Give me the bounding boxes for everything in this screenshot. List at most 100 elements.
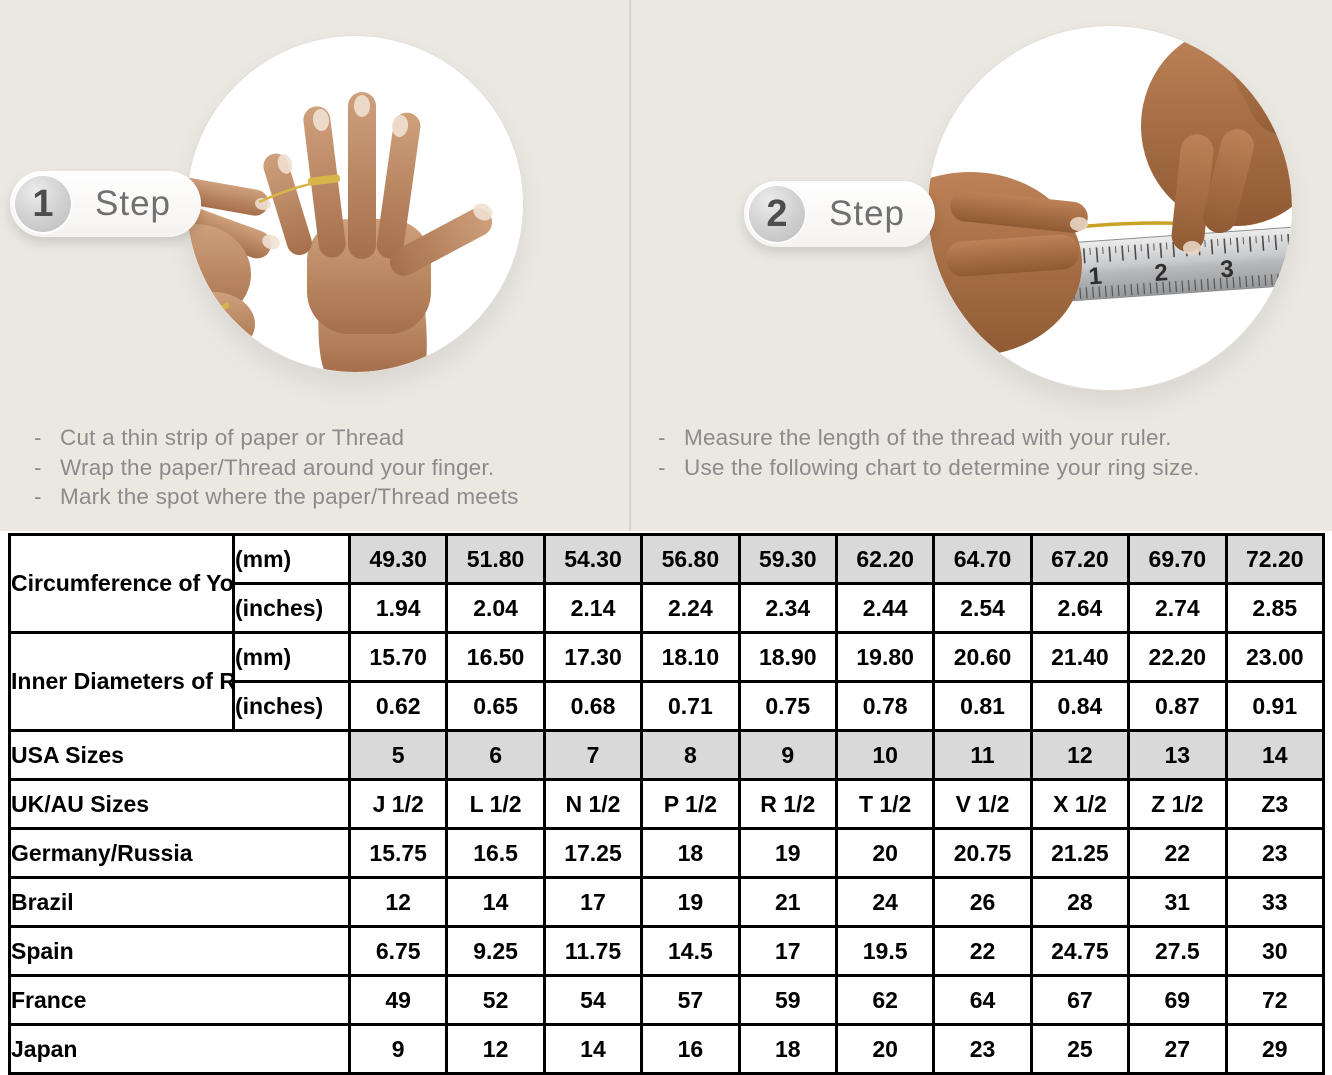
row-label-brazil: Brazil xyxy=(8,876,351,928)
brazil-size-cell: 31 xyxy=(1127,876,1228,928)
usa-size-cell: 5 xyxy=(347,729,449,781)
ukau-size-cell: J 1/2 xyxy=(347,778,449,830)
diameter-mm-cell: 18.90 xyxy=(737,631,838,683)
table-row-diameter-mm: Inner Diameters of Rings (mm) 15.7016.50… xyxy=(8,631,1326,732)
usa-size-cell: 14 xyxy=(1224,729,1326,781)
ukau-size-cell: V 1/2 xyxy=(932,778,1033,830)
spain-size-cell: 27.5 xyxy=(1127,925,1228,977)
japan-size-cell: 25 xyxy=(1029,1023,1131,1075)
usa-size-cell: 10 xyxy=(834,729,936,781)
spain-size-cell: 9.25 xyxy=(445,925,546,977)
circumference-mm-cell: 62.20 xyxy=(834,533,936,585)
table-row-circumference-mm: Circumference of Your Finger (mm) 49.305… xyxy=(8,533,1326,634)
row-label-germany-russia: Germany/Russia xyxy=(8,827,351,879)
brazil-size-cell: 19 xyxy=(640,876,741,928)
bullet-dash: - xyxy=(658,425,666,450)
bullet-dash: - xyxy=(34,484,42,509)
germany-size-cell: 18 xyxy=(640,827,741,879)
instruction-text: Mark the spot where the paper/Thread mee… xyxy=(60,484,519,509)
france-size-cell: 49 xyxy=(347,974,449,1026)
spain-size-cell: 19.5 xyxy=(834,925,936,977)
ukau-size-cell: N 1/2 xyxy=(542,778,644,830)
japan-size-cell: 16 xyxy=(640,1023,741,1075)
diameter-mm-cell: 21.40 xyxy=(1029,631,1131,683)
row-label-spain: Spain xyxy=(8,925,351,977)
measuring-thread-with-ruler-photo: 1 2 3 xyxy=(928,26,1292,390)
spain-size-cell: 11.75 xyxy=(542,925,644,977)
circumference-inches-cell: 2.24 xyxy=(640,582,741,634)
circumference-mm-cell: 59.30 xyxy=(737,533,838,585)
ruler: 1 2 3 xyxy=(1037,226,1292,304)
usa-size-cell: 7 xyxy=(542,729,644,781)
row-label-japan: Japan xyxy=(8,1023,351,1075)
brazil-size-cell: 17 xyxy=(542,876,644,928)
instruction-line: - Measure the length of the thread with … xyxy=(658,423,1200,453)
diameter-inches-cell: 0.62 xyxy=(347,680,449,732)
bullet-dash: - xyxy=(658,454,666,480)
germany-size-cell: 16.5 xyxy=(445,827,546,879)
france-size-cell: 57 xyxy=(640,974,741,1026)
step-1-number: 1 xyxy=(13,174,73,234)
circumference-inches-cell: 2.34 xyxy=(737,582,838,634)
diameter-inches-cell: 0.84 xyxy=(1029,680,1131,732)
instruction-text: Cut a thin strip of paper or Thread xyxy=(60,425,405,450)
france-size-cell: 59 xyxy=(737,974,838,1026)
diameter-mm-cell: 20.60 xyxy=(932,631,1033,683)
step-1-instructions: - Cut a thin strip of paper or Thread - … xyxy=(34,423,519,512)
circumference-mm-cell: 72.20 xyxy=(1224,533,1326,585)
france-size-cell: 72 xyxy=(1224,974,1326,1026)
instruction-line: - Use the following chart to determine y… xyxy=(658,453,1200,483)
spain-size-cell: 22 xyxy=(932,925,1033,977)
diameter-mm-cell: 22.20 xyxy=(1127,631,1228,683)
circumference-inches-cell: 2.14 xyxy=(542,582,644,634)
circumference-inches-cell: 2.54 xyxy=(932,582,1033,634)
germany-size-cell: 22 xyxy=(1127,827,1228,879)
spain-size-cell: 14.5 xyxy=(640,925,741,977)
usa-size-cell: 8 xyxy=(640,729,741,781)
step-1-photo-circle xyxy=(187,36,523,372)
ruler-number-2: 2 xyxy=(1154,259,1169,287)
row-group-label-circumference: Circumference of Your Finger xyxy=(8,533,235,634)
instruction-line: - Mark the spot where the paper/Thread m… xyxy=(34,482,519,512)
circumference-mm-cell: 69.70 xyxy=(1127,533,1228,585)
section-divider xyxy=(629,0,631,531)
usa-size-cell: 13 xyxy=(1127,729,1228,781)
table-row-ukau-sizes: UK/AU Sizes J 1/2 L 1/2 N 1/2 P 1/2 R 1/2 T 1… xyxy=(8,778,1326,830)
france-size-cell: 69 xyxy=(1127,974,1228,1026)
table-row-france: France 49 52 54 57 59 62 64 67 69 72 xyxy=(8,974,1326,1026)
table-row-circumference-inches: (inches) 1.94 2.04 2.14 2.24 2.34 2.44 2.54 2.6… xyxy=(10,582,1326,634)
table-row-spain: Spain 6.75 9.25 11.75 14.5 17 19.5 22 24.75 27.5… xyxy=(8,925,1326,977)
germany-size-cell: 20.75 xyxy=(932,827,1033,879)
brazil-size-cell: 26 xyxy=(932,876,1033,928)
brazil-size-cell: 28 xyxy=(1029,876,1131,928)
size-chart-section: Circumference of Your Finger (mm) 49.305… xyxy=(0,531,1332,1075)
diameter-inches-cell: 0.91 xyxy=(1224,680,1326,732)
germany-size-cell: 19 xyxy=(737,827,838,879)
germany-size-cell: 15.75 xyxy=(347,827,449,879)
brazil-size-cell: 24 xyxy=(834,876,936,928)
japan-size-cell: 27 xyxy=(1127,1023,1228,1075)
diameter-inches-cell: 0.68 xyxy=(542,680,644,732)
row-label-france: France xyxy=(8,974,351,1026)
table-row-usa-sizes: USA Sizes 5 6 7 8 9 10 11 12 13 14 xyxy=(8,729,1326,781)
diameter-inches-cell: 0.75 xyxy=(737,680,838,732)
circumference-mm-cell: 67.20 xyxy=(1029,533,1131,585)
japan-size-cell: 12 xyxy=(445,1023,546,1075)
ukau-size-cell: Z3 xyxy=(1224,778,1326,830)
diameter-inches-cell: 0.81 xyxy=(932,680,1033,732)
unit-label-inches: (inches) xyxy=(232,582,351,634)
france-size-cell: 67 xyxy=(1029,974,1131,1026)
ukau-size-cell: X 1/2 xyxy=(1029,778,1131,830)
circumference-inches-cell: 2.04 xyxy=(445,582,546,634)
france-size-cell: 54 xyxy=(542,974,644,1026)
diameter-inches-cell: 0.71 xyxy=(640,680,741,732)
ruler-number-1: 1 xyxy=(1088,263,1103,291)
usa-size-cell: 12 xyxy=(1029,729,1131,781)
circumference-mm-cell: 51.80 xyxy=(445,533,546,585)
step-2-photo-circle: 1 2 3 xyxy=(928,26,1292,390)
diameter-mm-cell: 17.30 xyxy=(542,631,644,683)
unit-label-mm: (mm) xyxy=(232,631,351,683)
brazil-size-cell: 12 xyxy=(347,876,449,928)
ukau-size-cell: L 1/2 xyxy=(445,778,546,830)
brazil-size-cell: 21 xyxy=(737,876,838,928)
